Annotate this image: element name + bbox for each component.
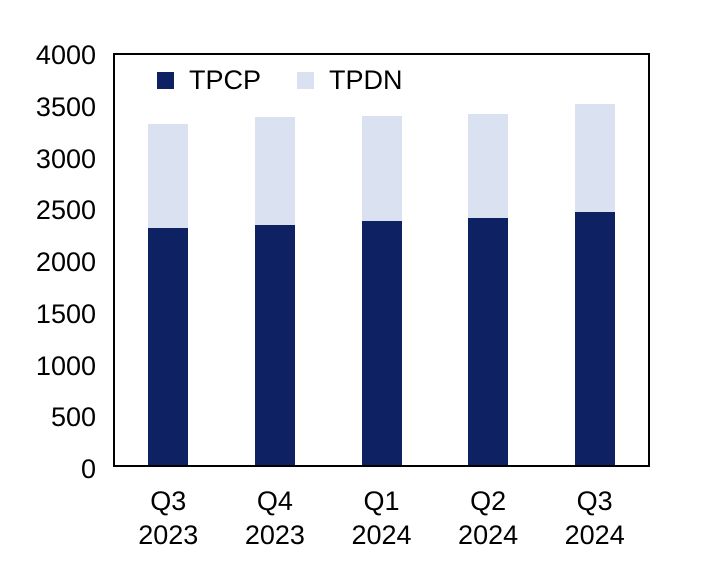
y-axis-tick-label: 2500: [35, 195, 96, 226]
bar-group-q3-2024: [574, 104, 615, 465]
y-axis-tick-label: 3000: [35, 143, 96, 174]
legend-item-tpcp: TPCP: [157, 65, 261, 95]
x-axis-label-line: Q2: [470, 486, 507, 516]
bar-segment-tpdn: [254, 116, 295, 226]
legend: TPCP TPDN: [157, 65, 403, 95]
bar-group-q3-2023: [148, 123, 189, 465]
x-axis-category-label: Q3 2023: [113, 484, 223, 552]
bar-segment-tpcp: [361, 221, 402, 465]
x-axis-label-line: 2023: [244, 520, 305, 550]
x-axis-label-line: Q1: [363, 486, 400, 516]
legend-swatch-icon: [157, 71, 174, 89]
x-axis-category-label: Q1 2024: [327, 484, 437, 552]
x-axis-category-label: Q2 2024: [433, 484, 543, 552]
x-axis-label-line: Q4: [256, 486, 293, 516]
y-axis-tick-label: 3500: [35, 91, 96, 122]
bar-group-q1-2024: [361, 115, 402, 465]
y-axis-tick-label: 2000: [35, 247, 96, 277]
y-axis-tick-label: 1000: [35, 350, 96, 381]
x-axis-category-label: Q4 2023: [220, 484, 330, 552]
y-axis-tick-label: 500: [50, 402, 96, 433]
y-axis-tick-label: 1500: [35, 298, 96, 329]
bar-segment-tpcp: [468, 217, 509, 465]
y-axis-tick-label: 0: [80, 454, 96, 484]
plot-area: TPCP TPDN: [113, 53, 650, 467]
bar-segment-tpcp: [574, 211, 615, 465]
x-axis-label-line: 2023: [138, 520, 199, 550]
x-axis-category-label: Q3 2024: [540, 484, 650, 552]
bar-segment-tpcp: [148, 228, 189, 465]
bar-segment-tpdn: [361, 115, 402, 222]
bar-segment-tpdn: [148, 123, 189, 229]
bar-group-q4-2023: [254, 116, 295, 465]
legend-label: TPDN: [329, 65, 403, 95]
x-axis-label-line: 2024: [351, 520, 412, 550]
bar-group-q2-2024: [468, 114, 509, 465]
x-axis-label-line: Q3: [576, 486, 613, 516]
legend-item-tpdn: TPDN: [297, 65, 403, 95]
y-axis-tick-label: 4000: [35, 40, 96, 70]
x-axis-label-line: Q3: [150, 486, 187, 516]
legend-swatch-icon: [297, 71, 315, 89]
bar-segment-tpcp: [254, 225, 295, 465]
x-axis-label-line: 2024: [458, 520, 519, 550]
bar-segment-tpdn: [574, 104, 615, 212]
legend-label: TPCP: [189, 65, 262, 95]
x-axis-label-line: 2024: [564, 520, 625, 550]
bar-segment-tpdn: [468, 114, 509, 218]
